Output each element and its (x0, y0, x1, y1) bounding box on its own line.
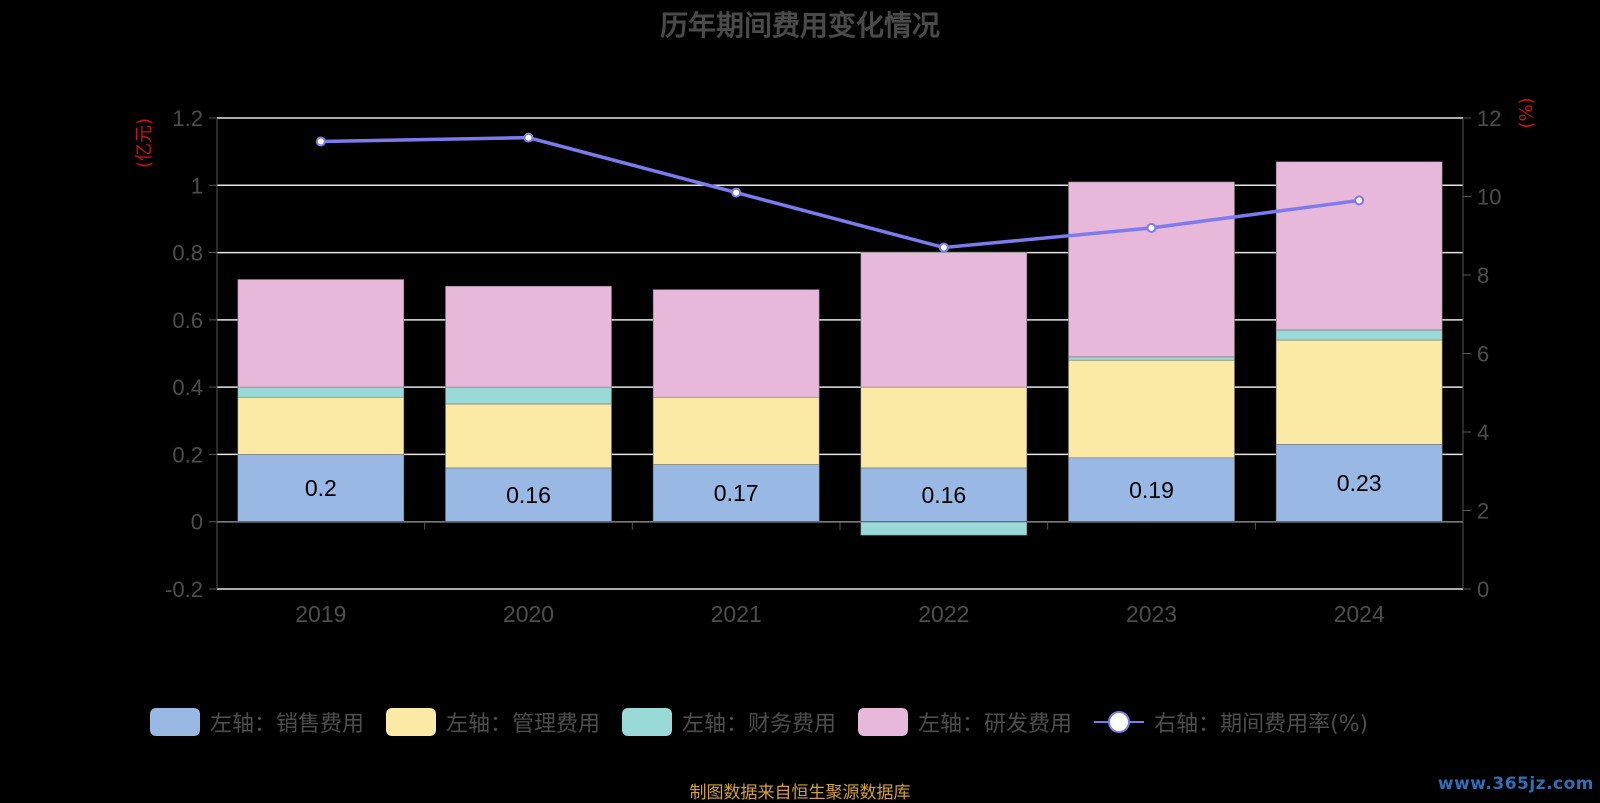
bar-data-label: 0.19 (1129, 477, 1174, 503)
bar-segment (237, 386, 405, 398)
bar-segment (445, 285, 612, 388)
right-tick-label: 6 (1477, 342, 1489, 367)
bar-data-label: 0.23 (1337, 470, 1382, 496)
bar-segment (1068, 457, 1235, 523)
bar-data-label: 0.17 (714, 480, 759, 506)
left-tick-label: 0.8 (172, 241, 203, 266)
right-tick-label: 2 (1477, 499, 1489, 524)
legend-item-finance[interactable]: 左轴：财务费用 (622, 706, 836, 738)
expense-rate-point (731, 187, 742, 198)
category-label: 2020 (503, 601, 554, 627)
legend-label-expense-rate: 右轴：期间费用率(%) (1154, 712, 1369, 737)
bar-segment (1275, 329, 1443, 341)
right-tick-label: 8 (1477, 263, 1489, 288)
legend-item-expense-rate[interactable]: 右轴：期间费用率(%) (1094, 706, 1368, 738)
bar-data-label: 0.2 (305, 475, 337, 501)
legend-label-sales: 左轴：销售费用 (210, 712, 365, 737)
category-label: 2024 (1334, 601, 1385, 627)
chart-canvas: 1.2 1 0.8 0.6 0.4 0.2 0 -0.2 12 10 8 6 4 2 0 (亿元) (%) 0.2… (134, 97, 1537, 627)
expense-rate-point (938, 242, 949, 253)
left-tick-label: 0.6 (172, 308, 203, 333)
bar-segment (860, 521, 1028, 536)
bar-segment (237, 279, 405, 388)
bar-segment (445, 386, 612, 405)
left-axis-unit: (亿元) (134, 118, 155, 168)
bar-data-label: 0.16 (506, 482, 551, 508)
legend-swatch-rd (858, 708, 909, 736)
bar-segment (445, 467, 612, 523)
bar-segment (1275, 444, 1443, 523)
source-note: 制图数据来自恒生聚源数据库 (689, 783, 911, 803)
right-tick-label: 0 (1477, 577, 1489, 602)
legend-swatch-expense-rate (1094, 708, 1145, 736)
bar-segment (860, 252, 1028, 388)
right-tick-label: 4 (1477, 420, 1489, 445)
watermark: www.365jz.com (1437, 774, 1594, 794)
category-label: 2021 (711, 601, 762, 627)
legend-label-finance: 左轴：财务费用 (682, 712, 837, 737)
bar-segment (1068, 359, 1235, 459)
left-tick-label: 0.2 (172, 442, 203, 467)
left-tick-label: 1.2 (172, 106, 203, 131)
expense-rate-point (1354, 195, 1365, 206)
legend-swatch-sales (150, 708, 200, 736)
category-label: 2023 (1126, 601, 1177, 627)
chart-title: 历年期间费用变化情况 (659, 9, 940, 42)
left-tick-label: 0 (191, 510, 203, 535)
right-tick-label: 12 (1477, 106, 1501, 131)
bar-segment (652, 464, 820, 523)
bar-segment (1068, 181, 1235, 358)
expense-rate-point (1146, 222, 1157, 233)
legend-swatch-finance (622, 708, 673, 736)
expense-rate-point (315, 136, 326, 147)
right-axis-unit: (%) (1516, 97, 1537, 128)
legend-label-admin: 左轴：管理费用 (446, 712, 601, 737)
left-tick-label: 0.4 (172, 375, 203, 400)
legend-item-rd[interactable]: 左轴：研发费用 (858, 706, 1072, 738)
legend-item-sales[interactable]: 左轴：销售费用 (150, 706, 364, 738)
right-tick-label: 10 (1477, 185, 1501, 210)
left-tick-label: -0.2 (165, 577, 203, 602)
category-label: 2019 (295, 601, 346, 627)
bar-segment (652, 289, 820, 398)
bar-data-label: 0.16 (921, 482, 966, 508)
legend-item-admin[interactable]: 左轴：管理费用 (386, 706, 600, 738)
chart-legend: 左轴：销售费用 左轴：管理费用 左轴：财务费用 左轴：研发费用 右轴：期间费用率… (150, 704, 1368, 740)
legend-swatch-admin (386, 708, 437, 736)
bar-segment (1068, 356, 1235, 361)
bar-segment (445, 403, 612, 469)
bar-segment (860, 386, 1028, 469)
left-tick-label: 1 (191, 173, 203, 198)
bar-segment (1275, 161, 1443, 331)
bar-segment (652, 396, 820, 465)
bar-segment (237, 454, 405, 523)
expense-rate-point (523, 132, 534, 143)
bar-segment (237, 396, 405, 455)
legend-label-rd: 左轴：研发费用 (918, 712, 1073, 737)
bar-segment (1275, 339, 1443, 445)
category-label: 2022 (918, 601, 969, 627)
expense-rate-line (320, 135, 1360, 250)
